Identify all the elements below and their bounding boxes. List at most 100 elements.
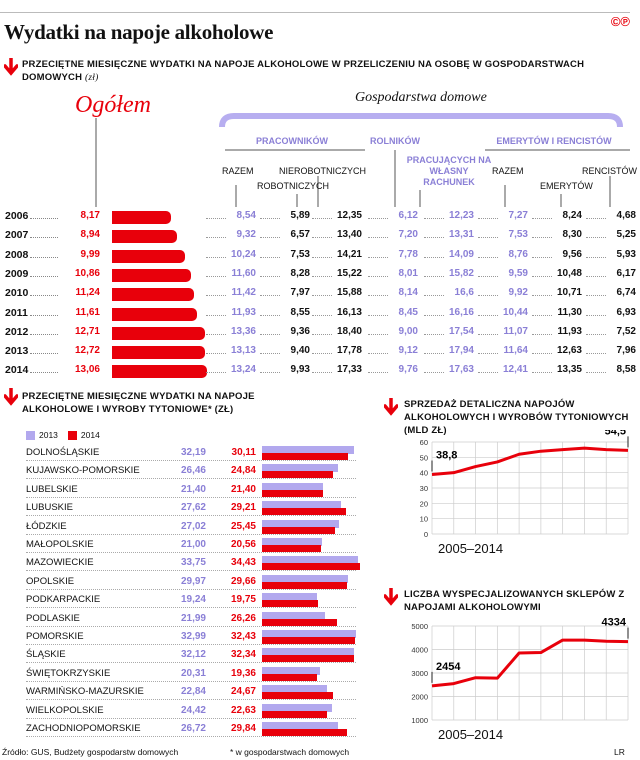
sales-line-chart: 0 10 20 30 40 50 60 38,8 54,5 bbox=[420, 430, 629, 539]
cell-prac_razem: 13,24 bbox=[230, 364, 256, 376]
value-2013: 19,24 bbox=[180, 594, 206, 606]
y-tick-label: 4000 bbox=[411, 646, 428, 655]
shops-chart-xlabel: 2005–2014 bbox=[438, 727, 504, 742]
cell-emerytow: 11,93 bbox=[557, 325, 582, 337]
year-label: 2009 bbox=[5, 267, 29, 280]
voivodeship-label: KUJAWSKO-POMORSKIE bbox=[26, 465, 140, 477]
value-2014: 24,67 bbox=[230, 686, 256, 698]
ogolem-value: 12,72 bbox=[74, 345, 100, 357]
value-2014: 29,84 bbox=[230, 723, 256, 734]
cell-rencistow: 6,93 bbox=[616, 306, 636, 318]
row-leader bbox=[478, 333, 498, 335]
bar-2014 bbox=[262, 637, 355, 644]
cell-nierobotniczych: 12,35 bbox=[336, 210, 362, 221]
bar-2014 bbox=[262, 655, 355, 663]
cell-rolnikow: 7,20 bbox=[398, 229, 418, 241]
cell-rencistow: 4,68 bbox=[616, 210, 636, 221]
cell-rencistow: 6,74 bbox=[616, 287, 636, 299]
col-razem-prac: RAZEM bbox=[222, 166, 254, 176]
bar-2013 bbox=[262, 722, 339, 730]
row-leader bbox=[260, 372, 280, 374]
row-leader bbox=[424, 372, 444, 374]
voivodeship-label: LUBUSKIE bbox=[26, 502, 73, 514]
row-leader bbox=[532, 218, 552, 219]
cell-nierobotniczych: 14,21 bbox=[336, 248, 362, 260]
shops-chart-title: Liczba wyspecjalizowanych sklepów z napo… bbox=[404, 589, 625, 613]
bar-2014 bbox=[262, 729, 348, 736]
cell-nierobotniczych: 18,40 bbox=[336, 325, 362, 337]
year-label: 2012 bbox=[5, 325, 29, 338]
bar-2014 bbox=[262, 453, 348, 460]
bar-2013 bbox=[262, 574, 348, 583]
year-label: 2007 bbox=[5, 229, 29, 242]
ogolem-value: 9,99 bbox=[80, 248, 100, 260]
row-leader bbox=[424, 218, 444, 219]
row-leader bbox=[586, 237, 606, 239]
cell-robotniczych: 8,55 bbox=[290, 306, 310, 318]
y-tick-label: 30 bbox=[420, 484, 428, 493]
section1-subtitle: Przeciętne miesięczne wydatki na napoje … bbox=[22, 58, 632, 85]
row-leader bbox=[368, 275, 388, 277]
row-leader bbox=[312, 256, 332, 258]
row-leader bbox=[368, 333, 388, 335]
bar-2014 bbox=[262, 526, 335, 534]
households-label: Gospodarstwa domowe bbox=[355, 90, 487, 105]
row-leader bbox=[368, 372, 388, 374]
col-robotniczych: ROBOTNICZYCH bbox=[257, 181, 329, 191]
row-divider bbox=[26, 496, 356, 498]
cell-pracujacych: 16,6 bbox=[454, 287, 474, 299]
down-arrow-icon bbox=[384, 398, 398, 416]
value-2013: 21,40 bbox=[180, 483, 206, 495]
ogolem-value: 12,71 bbox=[74, 325, 100, 337]
row-leader bbox=[30, 218, 58, 219]
cell-emerytow: 8,24 bbox=[562, 210, 582, 221]
y-tick-label: 5000 bbox=[411, 622, 428, 631]
row-leader bbox=[478, 295, 498, 297]
row-leader bbox=[478, 275, 498, 277]
ogolem-bar bbox=[112, 326, 205, 340]
cell-prac_razem: 13,13 bbox=[230, 345, 256, 357]
cell-rencistow: 5,25 bbox=[616, 229, 636, 241]
row-leader bbox=[30, 295, 58, 297]
row-leader bbox=[532, 333, 552, 335]
row-leader bbox=[478, 372, 498, 374]
legend-label-2014: 2014 bbox=[80, 430, 100, 440]
row-divider bbox=[26, 625, 356, 627]
row-leader bbox=[206, 314, 226, 316]
row-leader bbox=[368, 295, 388, 297]
value-2014: 20,56 bbox=[230, 539, 256, 550]
page-title: Wydatki na napoje alkoholowe bbox=[4, 20, 274, 44]
row-leader bbox=[586, 256, 606, 258]
cell-prac_razem: 11,93 bbox=[231, 306, 256, 318]
bar-2013 bbox=[262, 464, 338, 473]
ogolem-bar bbox=[112, 288, 194, 302]
row-leader bbox=[30, 275, 58, 277]
value-2014: 32,43 bbox=[230, 631, 256, 642]
cell-nierobotniczych: 17,78 bbox=[336, 345, 362, 357]
y-tick-label: 2000 bbox=[411, 693, 428, 702]
row-leader bbox=[30, 353, 58, 355]
row-divider bbox=[26, 570, 356, 572]
row-leader bbox=[206, 372, 226, 374]
row-leader bbox=[368, 237, 388, 239]
row-leader bbox=[586, 295, 606, 297]
row-leader bbox=[312, 333, 332, 335]
ogolem-bar bbox=[112, 365, 207, 379]
value-2014: 29,21 bbox=[230, 502, 256, 514]
row-leader bbox=[206, 353, 226, 355]
sales-chart-title: Sprzedaż detaliczna napojów alkoholowych… bbox=[404, 399, 629, 436]
row-leader bbox=[424, 314, 444, 316]
voivodeship-label: DOLNOŚLĄSKIE bbox=[26, 447, 100, 458]
bar-2014 bbox=[262, 489, 324, 497]
row-leader bbox=[312, 237, 332, 239]
section1-subtitle-text: Przeciętne miesięczne wydatki na napoje … bbox=[22, 59, 585, 83]
cell-rencistow: 6,17 bbox=[616, 267, 636, 279]
row-leader bbox=[368, 314, 388, 316]
value-2014: 29,66 bbox=[230, 575, 256, 587]
row-leader bbox=[260, 333, 280, 335]
row-leader bbox=[260, 353, 280, 355]
down-arrow-icon bbox=[4, 388, 18, 406]
cell-pracujacych: 14,09 bbox=[448, 248, 474, 260]
first-point-label: 2454 bbox=[436, 661, 461, 673]
value-2013: 20,31 bbox=[180, 667, 206, 679]
